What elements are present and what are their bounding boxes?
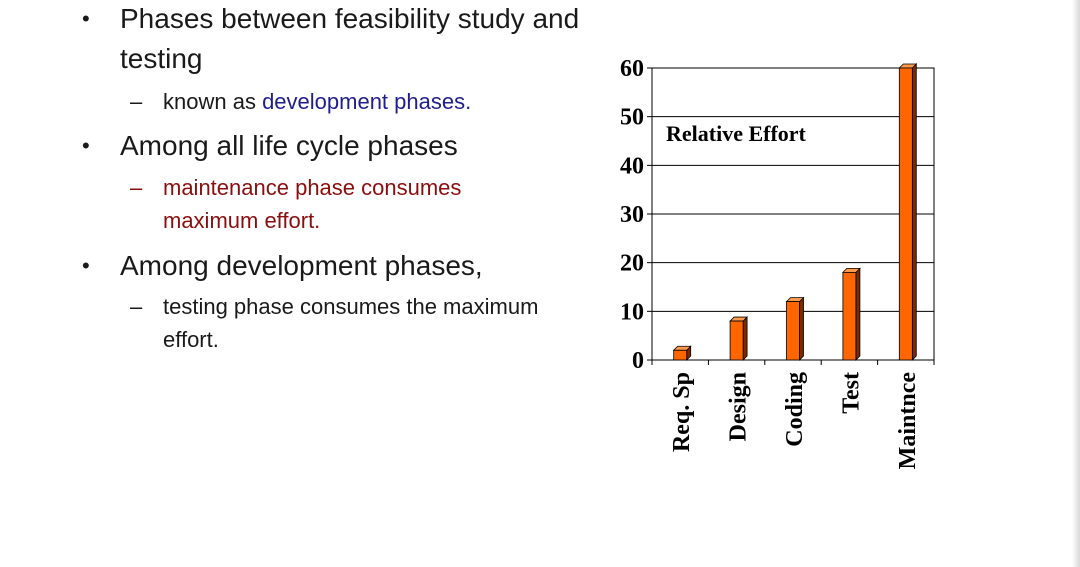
y-tick-label: 30 [620,202,644,228]
y-tick-label: 10 [620,299,644,325]
bullet-1-line-1: Phases between feasibility study and [120,3,580,34]
sub-bullet-dash: – [130,175,143,200]
bullet-2-sub-line-2: maximum effort. [163,208,321,233]
bar [898,63,918,361]
y-tick-label: 60 [620,56,644,82]
bar-side [911,63,917,361]
bullet-dot: • [82,253,90,278]
bullet-3-sub-line-2: effort. [163,327,219,352]
y-tick-label: 50 [620,105,644,131]
bullet-1-line-2: testing [120,43,203,74]
bar-front [898,67,913,361]
bullet-3-sub-line-1: testing phase consumes the maximum [163,294,539,319]
chart-title: Relative Effort [666,121,807,146]
bar-front [729,320,744,361]
bullet-1-sub-prefix: known as [163,89,263,114]
bar-front [673,349,688,361]
x-tick-label: Coding [782,372,808,447]
y-tick-label: 20 [620,251,644,277]
y-tick-label: 0 [632,348,644,374]
bullet-dot: • [82,133,90,158]
x-tick-label: Design [726,372,752,441]
bar-front [842,271,857,361]
bar-side [855,267,861,361]
bullet-1-sub: known as development phases. [163,85,471,118]
x-tick-label: Req. Sp [669,372,695,452]
x-tick-label: Maintnce [895,372,921,470]
bar [841,267,861,361]
x-tick-label: Test [838,372,864,414]
relative-effort-chart: 0 10 20 30 40 50 60 Req. Sp Design Coding Test Main… [620,56,935,470]
bullet-2-line-1: Among all life cycle phases [120,130,458,161]
bar-side [742,316,748,361]
bullet-dot: • [82,6,90,31]
bar-side [799,296,804,361]
slide-edge [1072,0,1080,567]
sub-bullet-dash: – [130,89,143,114]
bullet-1-sub-highlight: development phases. [262,89,472,114]
bar [672,345,692,361]
bar [729,316,749,361]
bullet-2-sub-line-1: maintenance phase consumes [163,175,462,200]
sub-bullet-dash: – [130,294,143,319]
bar-front [786,301,800,361]
bar [785,296,805,361]
bullet-3-line-1: Among development phases, [120,250,483,281]
y-tick-label: 40 [620,153,644,179]
